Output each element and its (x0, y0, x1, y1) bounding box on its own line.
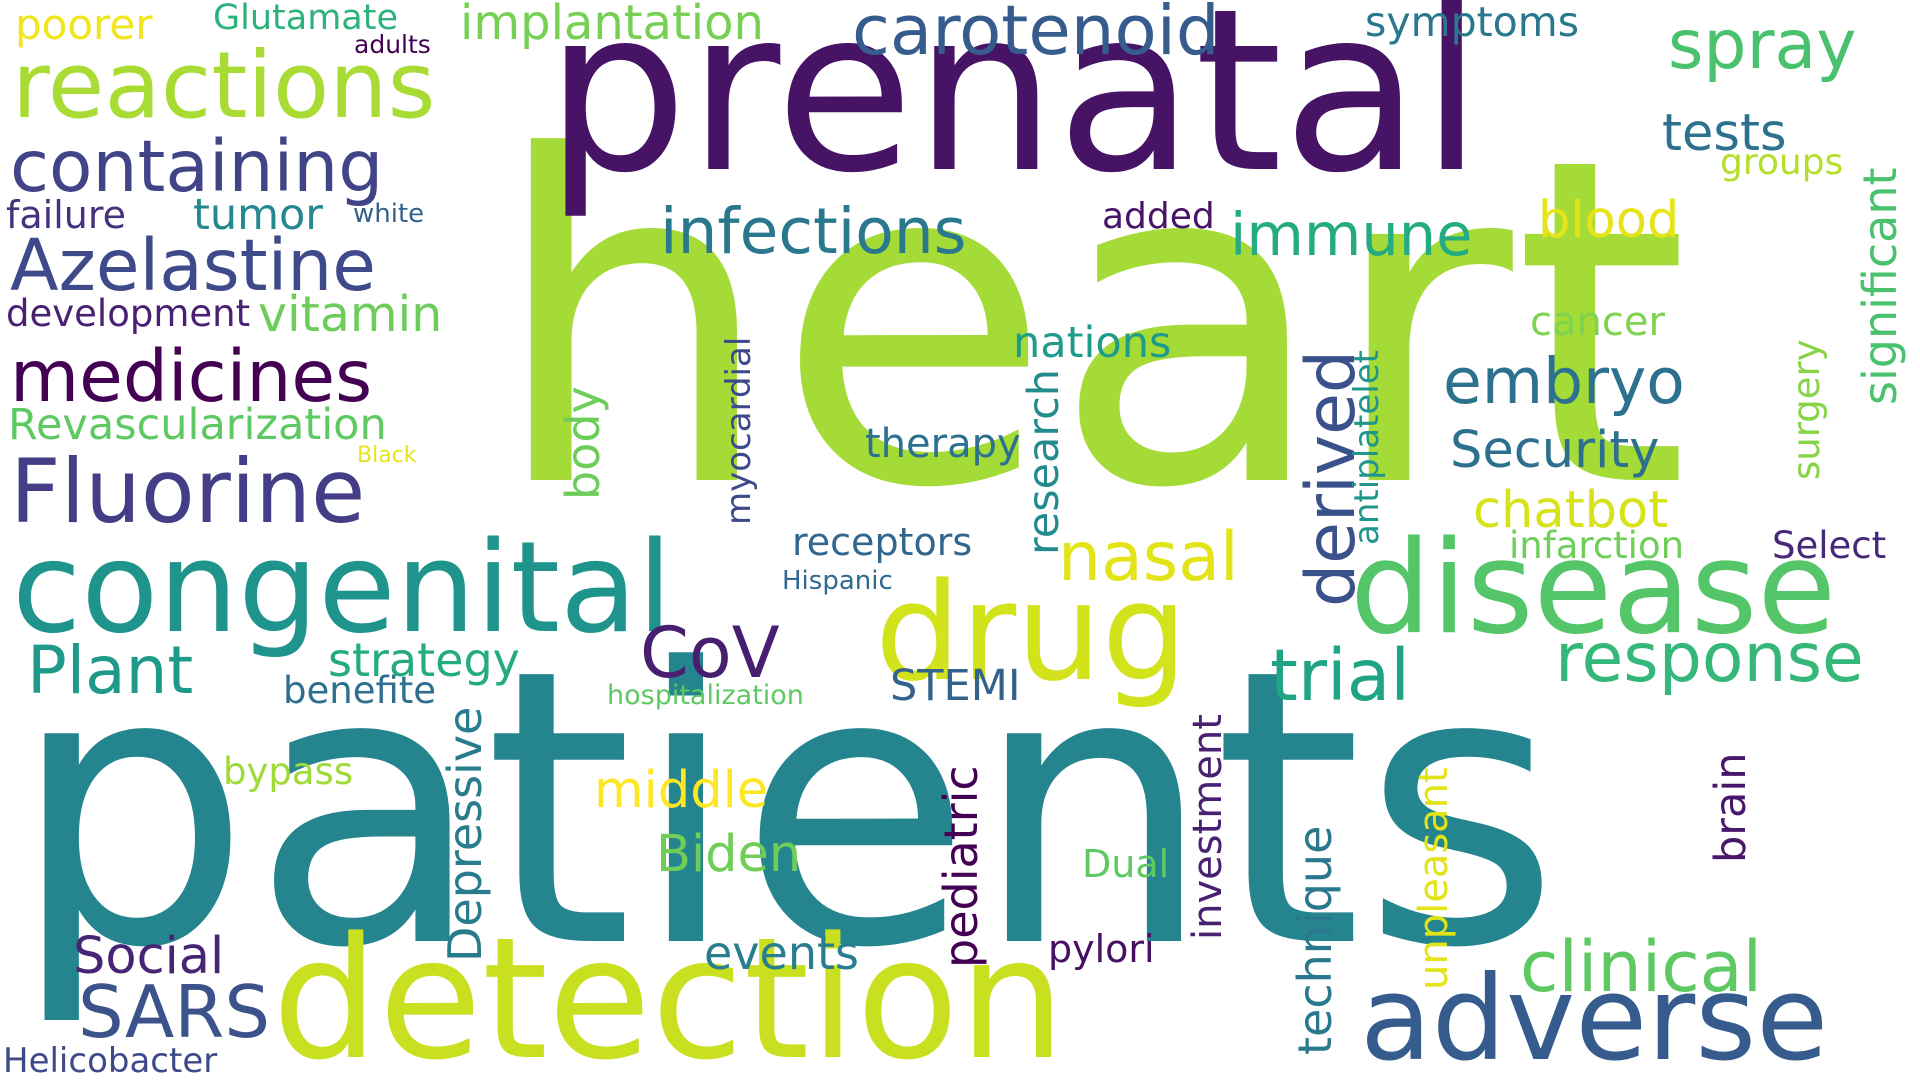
word-unpleasant: unpleasant (1414, 767, 1454, 990)
word-sars: SARS (78, 976, 270, 1048)
word-poorer: poorer (15, 4, 153, 46)
word-plant: Plant (27, 638, 193, 704)
word-biden: Biden (656, 829, 801, 880)
word-benefite: benefite (283, 672, 436, 709)
word-research: research (1023, 369, 1066, 555)
word-trial: trial (1270, 640, 1410, 711)
word-infections: infections (660, 200, 967, 263)
word-fluorine: Fluorine (10, 448, 365, 536)
word-therapy: therapy (865, 424, 1021, 464)
word-myocardial: myocardial (722, 337, 756, 525)
word-spray: spray (1668, 12, 1856, 80)
word-body: body (560, 386, 606, 500)
word-cov: CoV (640, 618, 780, 688)
word-tumor: tumor (193, 194, 323, 237)
word-clinical: clinical (1520, 932, 1762, 1002)
word-nasal: nasal (1058, 524, 1239, 592)
word-bypass: bypass (223, 753, 353, 790)
word-revascularization: Revascularization (8, 404, 387, 447)
word-hospitalization: hospitalization (607, 682, 804, 709)
word-social: Social (73, 931, 224, 982)
word-events: events (704, 930, 859, 976)
word-pediatric: pediatric (938, 765, 984, 968)
word-symptoms: symptoms (1365, 2, 1579, 43)
word-infarction: infarction (1509, 527, 1684, 564)
word-dual: Dual (1082, 845, 1169, 883)
word-adults: adults (354, 32, 431, 57)
word-vitamin: vitamin (258, 290, 442, 339)
word-security: Security (1450, 425, 1659, 476)
word-added: added (1102, 199, 1215, 235)
word-carotenoid: carotenoid (852, 0, 1220, 66)
word-response: response (1555, 625, 1864, 693)
word-immune: immune (1230, 205, 1472, 264)
word-development: development (6, 295, 250, 332)
word-nations: nations (1013, 322, 1171, 365)
word-helicobacter: Helicobacter (3, 1044, 217, 1078)
word-groups: groups (1720, 145, 1843, 181)
word-implantation: implantation (460, 0, 764, 47)
word-significant: significant (1857, 167, 1903, 405)
word-select: Select (1772, 527, 1886, 564)
word-cancer: cancer (1530, 302, 1665, 342)
word-investment: investment (1188, 714, 1228, 940)
word-hispanic: Hispanic (782, 568, 893, 594)
word-brain: brain (1710, 752, 1753, 863)
word-depressive: Depressive (442, 707, 488, 962)
word-middle: middle (594, 765, 768, 816)
word-stemi: STEMI (890, 665, 1021, 708)
word-surgery: surgery (1788, 339, 1825, 480)
word-technique: technique (1292, 826, 1338, 1055)
word-blood: blood (1538, 195, 1679, 246)
word-antiplatelet: antiplatelet (1350, 350, 1384, 545)
word-failure: failure (6, 196, 126, 234)
word-white: white (353, 201, 424, 227)
word-pylori: pylori (1048, 930, 1155, 968)
word-receptors: receptors (792, 523, 972, 561)
word-black: Black (357, 445, 417, 467)
word-embryo: embryo (1443, 350, 1685, 413)
